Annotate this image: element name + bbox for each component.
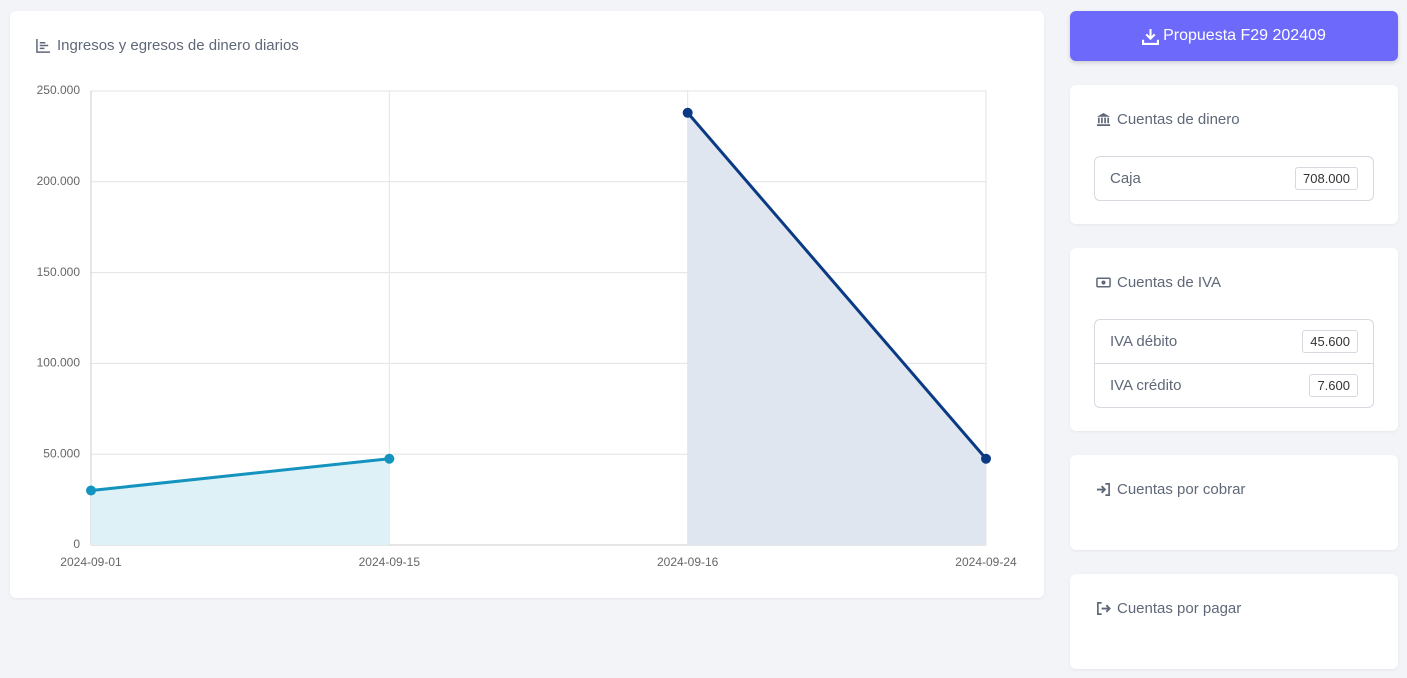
iva-card: Cuentas de IVA IVA débito 45.600 IVA créd… (1070, 248, 1398, 431)
point (682, 107, 693, 118)
card-title: Cuentas de dinero (1117, 111, 1240, 128)
chart-header: Ingresos y egresos de dinero diarios (36, 37, 299, 54)
card-title: Cuentas por pagar (1117, 600, 1242, 617)
account-label: IVA crédito (1110, 377, 1182, 394)
account-row[interactable]: IVA crédito 7.600 (1095, 363, 1373, 407)
point (86, 485, 96, 496)
chart-title: Ingresos y egresos de dinero diarios (57, 37, 299, 54)
area (91, 458, 390, 545)
line (90, 457, 390, 493)
chart: 0 50.000 100.000 150.000 200.000 250.000 2024-… (37, 83, 1017, 569)
account-value: 708.000 (1295, 167, 1358, 190)
y-tick-label: 250.000 (37, 83, 81, 97)
account-row[interactable]: Caja 708.000 (1095, 157, 1373, 200)
account-label: IVA débito (1110, 333, 1178, 350)
area (687, 112, 986, 546)
payables-card: Cuentas por pagar (1070, 574, 1398, 669)
card-header: Cuentas de IVA (1096, 274, 1221, 291)
card-header: Cuentas por cobrar (1096, 481, 1245, 498)
x-tick-label: 2024-09-15 (359, 555, 421, 569)
chart-icon (36, 38, 51, 53)
x-tick-label: 2024-09-24 (955, 555, 1017, 569)
chart-card: Ingresos y egresos de dinero diarios 0 50… (10, 11, 1044, 598)
y-tick-label: 50.000 (43, 446, 80, 460)
download-icon (1142, 28, 1160, 45)
account-value: 45.600 (1302, 330, 1358, 353)
button-label: Propuesta F29 202409 (1163, 27, 1326, 44)
account-list: IVA débito 45.600 IVA crédito 7.600 (1094, 319, 1374, 408)
money-card: Cuentas de dinero Caja 708.000 (1070, 85, 1398, 224)
download-button[interactable]: Propuesta F29 202409 (1070, 11, 1398, 61)
receivables-card: Cuentas por cobrar (1070, 455, 1398, 550)
y-tick-label: 150.000 (37, 265, 81, 279)
sign-out-icon (1097, 602, 1111, 615)
point (384, 453, 395, 464)
card-header: Cuentas de dinero (1096, 111, 1240, 128)
money-icon (1096, 277, 1111, 288)
y-tick-label: 200.000 (37, 174, 81, 188)
point (981, 453, 991, 464)
account-row[interactable]: IVA débito 45.600 (1095, 320, 1373, 363)
x-tick-label: 2024-09-16 (657, 555, 719, 569)
account-value: 7.600 (1309, 374, 1358, 397)
card-header: Cuentas por pagar (1096, 600, 1241, 617)
y-tick-label: 100.000 (37, 356, 81, 370)
card-title: Cuentas de IVA (1117, 274, 1221, 291)
x-tick-label: 2024-09-01 (60, 555, 122, 569)
card-title: Cuentas por cobrar (1117, 481, 1246, 498)
y-tick-label: 0 (73, 537, 80, 551)
sign-in-icon (1096, 483, 1110, 496)
account-list: Caja 708.000 (1094, 156, 1374, 201)
account-label: Caja (1110, 170, 1141, 187)
line (686, 111, 988, 460)
bank-icon (1096, 112, 1111, 126)
